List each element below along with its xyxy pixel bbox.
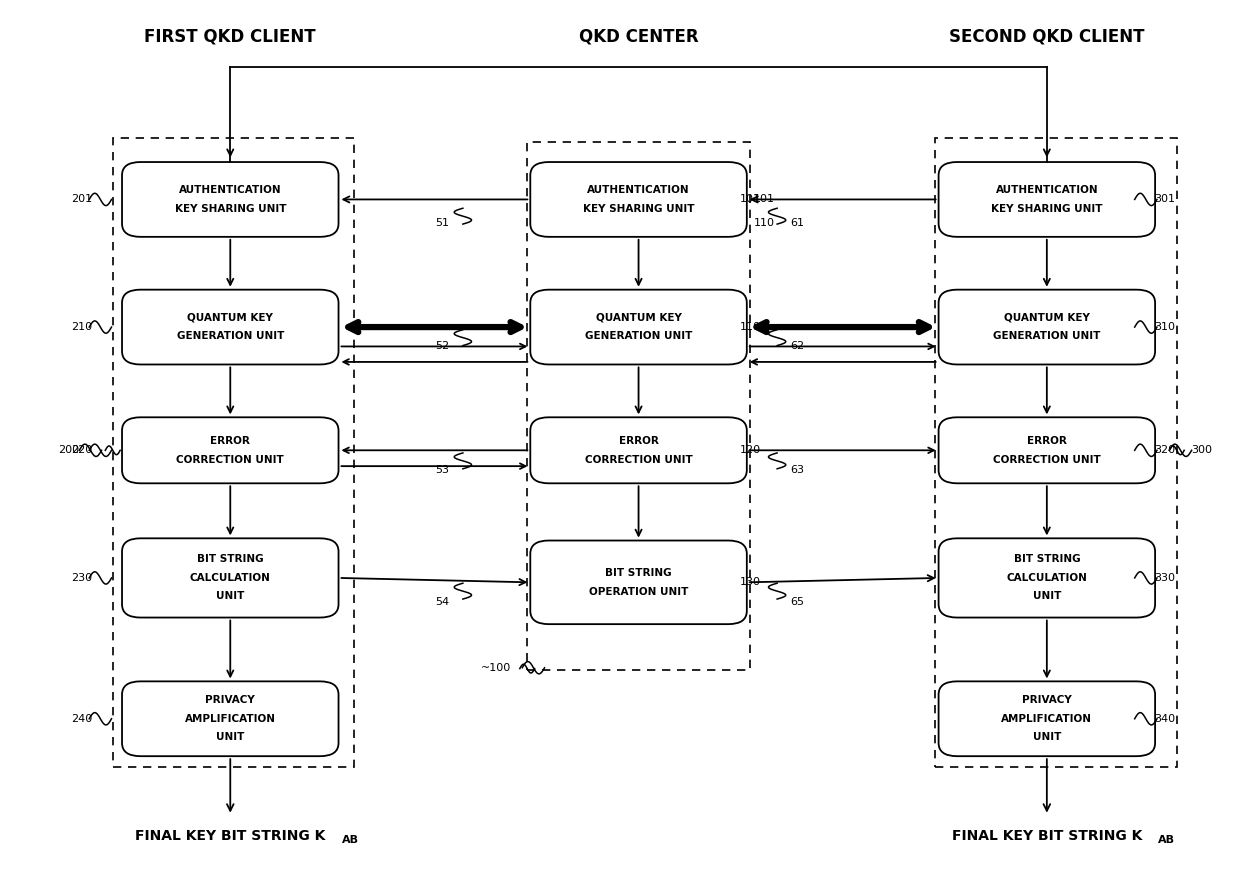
- Text: 310: 310: [1154, 322, 1174, 332]
- Text: AMPLIFICATION: AMPLIFICATION: [1002, 713, 1092, 724]
- Text: FINAL KEY BIT STRING K: FINAL KEY BIT STRING K: [135, 829, 325, 843]
- Text: CALCULATION: CALCULATION: [190, 573, 270, 583]
- FancyBboxPatch shape: [939, 682, 1156, 756]
- Text: 201: 201: [71, 194, 92, 205]
- Text: UNIT: UNIT: [216, 732, 244, 743]
- FancyBboxPatch shape: [531, 540, 746, 624]
- Text: 330: 330: [1154, 573, 1174, 583]
- Text: 51: 51: [435, 218, 449, 228]
- Text: 240: 240: [71, 713, 93, 724]
- FancyBboxPatch shape: [939, 162, 1156, 237]
- Text: ~100: ~100: [481, 663, 511, 673]
- FancyBboxPatch shape: [531, 418, 746, 483]
- FancyBboxPatch shape: [122, 162, 339, 237]
- Text: 54: 54: [435, 597, 449, 607]
- Text: KEY SHARING UNIT: KEY SHARING UNIT: [583, 204, 694, 214]
- Text: 52: 52: [435, 342, 449, 351]
- Text: 63: 63: [791, 464, 805, 475]
- Text: PRIVACY: PRIVACY: [206, 695, 255, 706]
- FancyBboxPatch shape: [939, 290, 1156, 365]
- Text: CORRECTION UNIT: CORRECTION UNIT: [176, 455, 284, 464]
- Text: 61: 61: [791, 218, 805, 228]
- Text: QKD CENTER: QKD CENTER: [579, 27, 698, 46]
- Text: GENERATION UNIT: GENERATION UNIT: [585, 331, 692, 342]
- Text: 101: 101: [754, 194, 775, 205]
- Bar: [935, 138, 1177, 767]
- Text: CALCULATION: CALCULATION: [1007, 573, 1087, 583]
- Text: AUTHENTICATION: AUTHENTICATION: [996, 185, 1099, 195]
- FancyBboxPatch shape: [122, 682, 339, 756]
- Text: ERROR: ERROR: [1027, 436, 1066, 446]
- Text: ERROR: ERROR: [619, 436, 658, 446]
- FancyBboxPatch shape: [531, 162, 746, 237]
- Text: BIT STRING: BIT STRING: [605, 568, 672, 578]
- Bar: [113, 138, 353, 767]
- Text: 53: 53: [435, 464, 449, 475]
- Text: 101: 101: [739, 194, 760, 205]
- Text: 65: 65: [791, 597, 805, 607]
- Text: AMPLIFICATION: AMPLIFICATION: [185, 713, 275, 724]
- Text: GENERATION UNIT: GENERATION UNIT: [176, 331, 284, 342]
- Text: AUTHENTICATION: AUTHENTICATION: [588, 185, 689, 195]
- Text: FINAL KEY BIT STRING K: FINAL KEY BIT STRING K: [951, 829, 1142, 843]
- Text: SECOND QKD CLIENT: SECOND QKD CLIENT: [949, 27, 1145, 46]
- Text: CORRECTION UNIT: CORRECTION UNIT: [585, 455, 692, 464]
- FancyBboxPatch shape: [939, 418, 1156, 483]
- Text: BIT STRING: BIT STRING: [197, 555, 264, 564]
- Text: UNIT: UNIT: [216, 592, 244, 601]
- Text: 62: 62: [791, 342, 805, 351]
- Text: 230: 230: [71, 573, 92, 583]
- Text: UNIT: UNIT: [1033, 732, 1061, 743]
- Text: KEY SHARING UNIT: KEY SHARING UNIT: [991, 204, 1102, 214]
- Text: 300: 300: [1192, 445, 1213, 456]
- Text: CORRECTION UNIT: CORRECTION UNIT: [993, 455, 1101, 464]
- Text: QUANTUM KEY: QUANTUM KEY: [595, 313, 682, 323]
- Text: AUTHENTICATION: AUTHENTICATION: [179, 185, 281, 195]
- Text: 130: 130: [739, 577, 760, 587]
- Text: UNIT: UNIT: [1033, 592, 1061, 601]
- Text: 210: 210: [71, 322, 92, 332]
- Text: 220: 220: [71, 445, 93, 456]
- FancyBboxPatch shape: [531, 290, 746, 365]
- Text: 110: 110: [739, 322, 760, 332]
- FancyBboxPatch shape: [122, 539, 339, 617]
- FancyBboxPatch shape: [939, 539, 1156, 617]
- Text: 110: 110: [754, 218, 775, 228]
- Text: PRIVACY: PRIVACY: [1022, 695, 1071, 706]
- Text: AB: AB: [342, 834, 358, 845]
- Text: 320: 320: [1153, 445, 1176, 456]
- Text: AB: AB: [1158, 834, 1176, 845]
- Bar: [527, 142, 750, 670]
- Text: 301: 301: [1154, 194, 1174, 205]
- Text: KEY SHARING UNIT: KEY SHARING UNIT: [175, 204, 286, 214]
- Text: 120: 120: [739, 445, 760, 456]
- Text: BIT STRING: BIT STRING: [1013, 555, 1080, 564]
- Text: FIRST QKD CLIENT: FIRST QKD CLIENT: [145, 27, 316, 46]
- Text: 200: 200: [58, 445, 79, 456]
- Text: QUANTUM KEY: QUANTUM KEY: [1004, 313, 1090, 323]
- Text: ERROR: ERROR: [211, 436, 250, 446]
- FancyBboxPatch shape: [122, 290, 339, 365]
- Text: OPERATION UNIT: OPERATION UNIT: [589, 586, 688, 597]
- FancyBboxPatch shape: [122, 418, 339, 483]
- Text: GENERATION UNIT: GENERATION UNIT: [993, 331, 1101, 342]
- Text: 340: 340: [1153, 713, 1176, 724]
- Text: QUANTUM KEY: QUANTUM KEY: [187, 313, 273, 323]
